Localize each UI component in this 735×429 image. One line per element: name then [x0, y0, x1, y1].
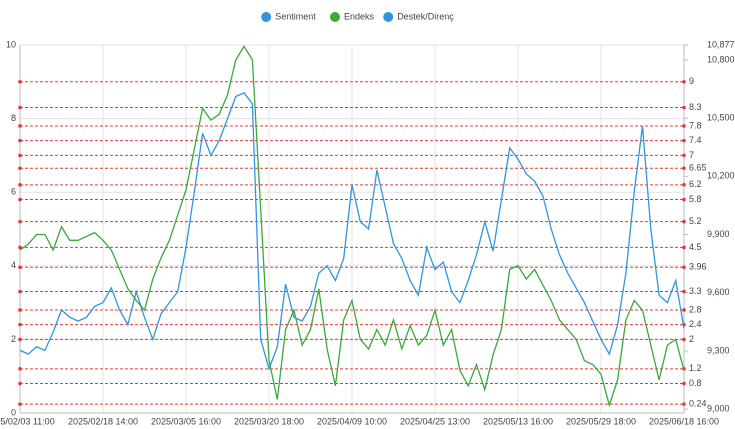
legend-marker — [330, 12, 340, 22]
level-label: 8.3 — [689, 102, 702, 112]
level-dot — [18, 381, 22, 386]
level-label: 3.96 — [689, 262, 707, 272]
level-label: 7.4 — [689, 135, 702, 145]
level-label: 3.3 — [689, 286, 702, 296]
level-label: 2.8 — [689, 304, 702, 314]
level-dot — [682, 289, 686, 294]
level-dot — [682, 197, 686, 202]
y-tick-label: 10 — [6, 39, 16, 49]
series-line — [19, 45, 685, 408]
level-dot — [18, 289, 22, 294]
level-dot — [18, 402, 22, 406]
level-dot — [18, 166, 22, 171]
y-tick-label: 0 — [11, 407, 16, 417]
x-tick-label: 2025/04/25 13:00 — [400, 416, 470, 426]
y2-tick-label: 9,600 — [707, 287, 730, 297]
level-label: 2 — [689, 334, 694, 344]
level-label: 0.24 — [689, 399, 707, 409]
x-tick-label: 2025/04/09 10:00 — [317, 416, 387, 426]
level-dot — [682, 138, 686, 143]
level-dot — [682, 402, 686, 406]
level-dot — [18, 105, 22, 110]
y2-tick-label: 10,800 — [707, 54, 735, 64]
y-tick-label: 2 — [11, 334, 16, 344]
level-label: 7 — [689, 150, 694, 160]
level-dot — [18, 80, 22, 84]
y2-tick-label: 10,877 — [707, 39, 735, 49]
y2-tick-label: 9,900 — [707, 229, 730, 239]
level-dot — [682, 166, 686, 171]
legend-label: Sentiment — [275, 11, 316, 21]
legend-label: Endeks — [344, 11, 375, 21]
level-dot — [18, 322, 22, 327]
level-dot — [682, 381, 686, 386]
level-dot — [18, 197, 22, 202]
level-dot — [18, 183, 22, 187]
level-dot — [18, 124, 22, 128]
legend-marker — [261, 12, 272, 22]
y2-tick-label: 9,000 — [707, 403, 730, 413]
y2-tick-label: 10,200 — [707, 171, 735, 181]
level-label: 5.8 — [689, 194, 702, 204]
y-tick-label: 6 — [11, 187, 16, 197]
x-tick-label: 2025/03/20 18:00 — [234, 416, 304, 426]
level-dot — [18, 219, 22, 224]
level-label: 4.5 — [689, 242, 702, 252]
level-label: 6.65 — [689, 163, 707, 173]
y-tick-label: 8 — [11, 113, 16, 123]
level-dot — [682, 219, 686, 224]
level-label: 6.2 — [689, 179, 702, 189]
y2-tick-label: 9,300 — [707, 345, 730, 355]
level-dot — [18, 138, 22, 143]
level-label: 5.2 — [689, 216, 702, 226]
x-tick-label: 2025/06/18 16:00 — [649, 416, 719, 426]
level-label: 9 — [689, 76, 694, 86]
level-dot — [682, 265, 686, 270]
y-tick-label: 4 — [11, 260, 16, 270]
level-dot — [682, 80, 686, 84]
level-dot — [18, 153, 22, 158]
x-tick-label: 2025/05/29 18:00 — [566, 416, 636, 426]
level-dot — [18, 265, 22, 270]
level-dot — [682, 153, 686, 158]
series-line — [19, 91, 685, 371]
x-tick-label: 2025/02/18 14:00 — [68, 416, 138, 426]
level-label: 7.8 — [689, 120, 702, 130]
legend-marker — [383, 12, 394, 22]
level-label: 2.4 — [689, 319, 702, 329]
x-tick-label: 2025/05/13 16:00 — [483, 416, 553, 426]
level-label: 1.2 — [689, 363, 702, 373]
level-label: 0.8 — [689, 378, 702, 388]
level-dot — [18, 367, 22, 371]
level-dot — [682, 337, 686, 342]
level-dot — [18, 337, 22, 342]
y2-tick-label: 10,500 — [707, 113, 735, 123]
x-tick-label: 2025/03/05 16:00 — [151, 416, 221, 426]
level-dot — [18, 308, 22, 312]
level-dot — [18, 245, 22, 250]
level-dot — [682, 308, 686, 312]
level-dot — [682, 124, 686, 128]
legend-label: Destek/Direnç — [397, 11, 454, 21]
x-tick-label: 2025/02/03 11:00 — [0, 416, 55, 426]
level-dot — [682, 183, 686, 187]
level-dot — [682, 245, 686, 250]
level-dot — [682, 105, 686, 110]
